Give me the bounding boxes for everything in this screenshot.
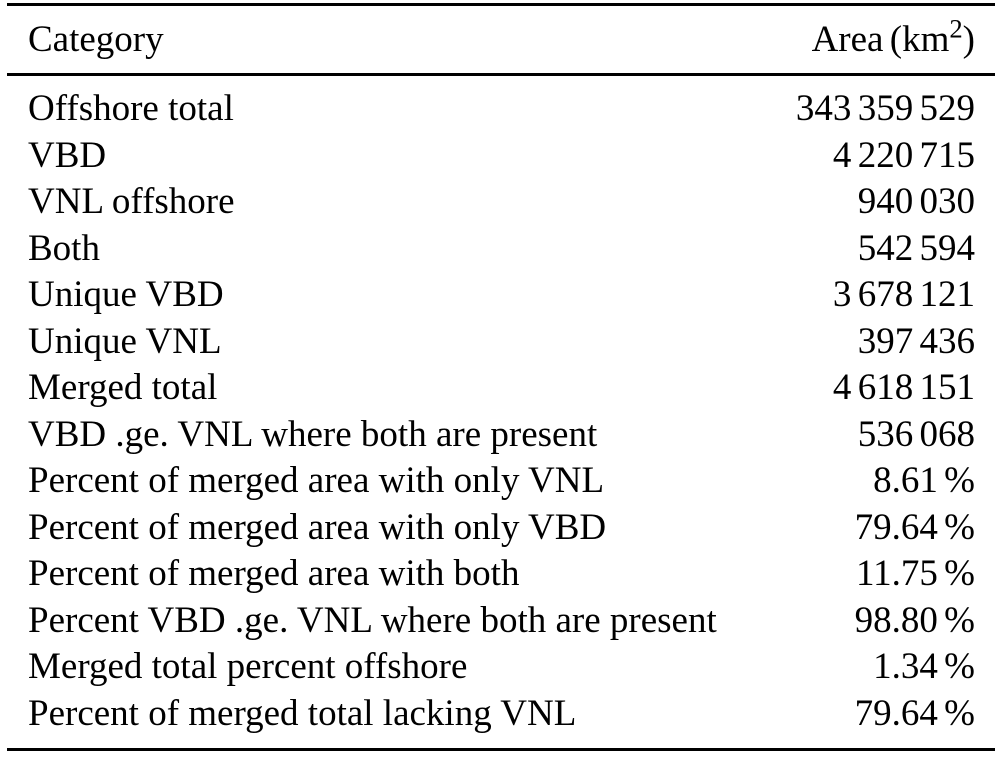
row-value: 343 359 529 (795, 88, 975, 130)
row-label: VNL offshore (28, 181, 235, 223)
category-column-header: Category (28, 19, 164, 60)
row-label: Offshore total (28, 88, 234, 130)
row-value: 536 068 (857, 413, 975, 455)
row-value: 4 220 715 (832, 134, 975, 176)
row-label: Percent of merged total lacking VNL (28, 692, 577, 734)
row-label: Percent VBD .ge. VNL where both are pres… (28, 599, 717, 641)
row-label: VBD (28, 134, 107, 176)
row-value: 79.64 % (854, 692, 975, 734)
row-label: Unique VBD (28, 274, 224, 316)
table-row: VBD 4 220 715 (28, 132, 975, 179)
table-row: Merged total percent offshore 1.34 % (28, 644, 975, 691)
area-header-prefix: Area (km (811, 19, 950, 60)
table-row: Both 542 594 (28, 225, 975, 272)
table-header-row: Category Area (km2) (7, 6, 995, 73)
row-value: 79.64 % (854, 506, 975, 548)
table-row: VNL offshore 940 030 (28, 179, 975, 226)
table-body: Offshore total 343 359 529 VBD 4 220 715… (7, 76, 995, 737)
row-value: 397 436 (857, 320, 975, 362)
area-header-exponent: 2 (949, 13, 963, 44)
area-statistics-table: Category Area (km2) Offshore total 343 3… (7, 0, 995, 751)
table-row: Unique VNL 397 436 (28, 318, 975, 365)
table-row: Merged total 4 618 151 (28, 365, 975, 412)
row-value: 3 678 121 (832, 274, 975, 316)
row-label: Percent of merged area with both (28, 553, 520, 595)
table-row: Percent of merged area with only VNL 8.6… (28, 458, 975, 505)
area-column-header: Area (km2) (811, 15, 975, 60)
row-label: Unique VNL (28, 320, 222, 362)
row-label: VBD .ge. VNL where both are present (28, 413, 598, 455)
mid-rule (7, 73, 995, 76)
row-label: Percent of merged area with only VNL (28, 460, 605, 502)
row-value: 11.75 % (856, 553, 975, 595)
row-value: 940 030 (857, 181, 975, 223)
row-label: Merged total (28, 367, 218, 409)
table-row: VBD .ge. VNL where both are present 536 … (28, 411, 975, 458)
row-value: 8.61 % (873, 460, 975, 502)
area-header-suffix: ) (962, 19, 975, 60)
row-label: Percent of merged area with only VBD (28, 506, 607, 548)
row-label: Both (28, 227, 100, 269)
bottom-rule (7, 747, 995, 751)
row-value: 4 618 151 (832, 367, 975, 409)
row-value: 542 594 (857, 227, 975, 269)
row-label: Merged total percent offshore (28, 646, 468, 688)
table-row: Offshore total 343 359 529 (28, 86, 975, 133)
table-row: Percent of merged area with both 11.75 % (28, 551, 975, 598)
row-value: 1.34 % (873, 646, 975, 688)
top-rule (7, 3, 995, 6)
table-row: Percent of merged area with only VBD 79.… (28, 504, 975, 551)
table-row: Percent of merged total lacking VNL 79.6… (28, 690, 975, 737)
row-value: 98.80 % (854, 599, 975, 641)
table-row: Percent VBD .ge. VNL where both are pres… (28, 597, 975, 644)
table-row: Unique VBD 3 678 121 (28, 272, 975, 319)
